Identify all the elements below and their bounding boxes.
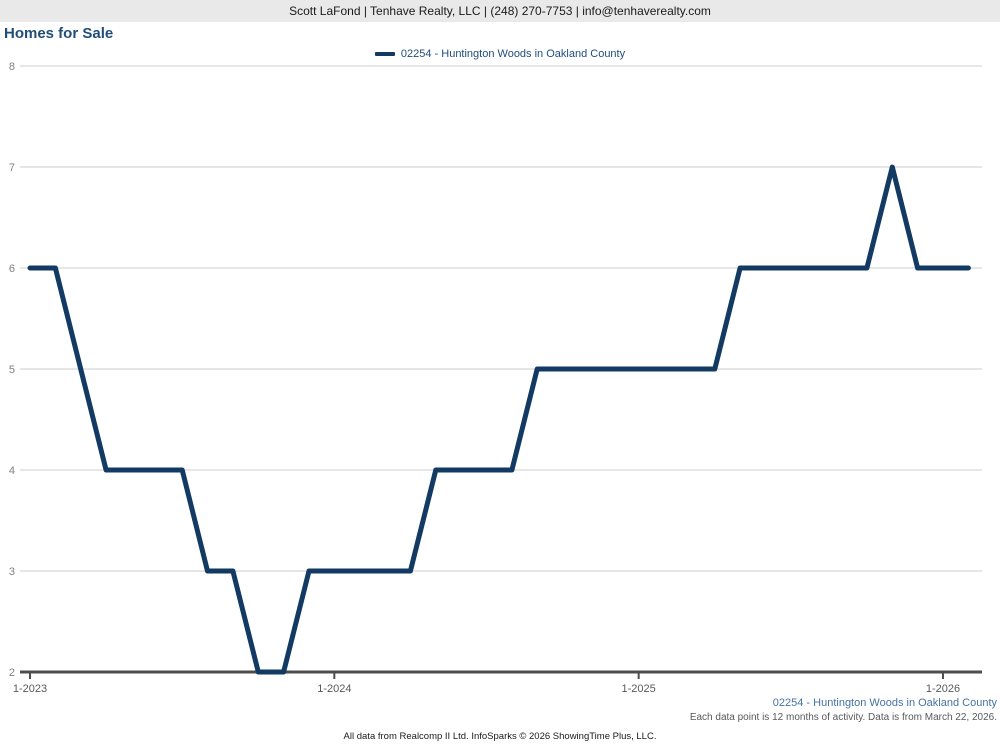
y-axis-label-8: 8	[9, 61, 15, 73]
y-axis-label-6: 6	[9, 263, 15, 275]
legend-line-swatch	[374, 52, 395, 56]
header-contact-bar: Scott LaFond | Tenhave Realty, LLC | (24…	[0, 0, 1000, 22]
y-axis-label-4: 4	[9, 465, 15, 477]
y-axis-label-3: 3	[9, 566, 15, 578]
chart-legend: 02254 - Huntington Woods in Oakland Coun…	[0, 47, 1000, 61]
x-axis-label-1-2023: 1-2023	[13, 683, 47, 695]
y-axis-label-5: 5	[9, 364, 15, 376]
page-title: Homes for Sale	[4, 25, 114, 42]
x-axis-label-1-2026: 1-2026	[926, 683, 960, 695]
data-note: Each data point is 12 months of activity…	[689, 712, 997, 723]
x-axis-label-1-2025: 1-2025	[622, 683, 656, 695]
series-line-0	[27, 164, 971, 675]
y-axis-label-7: 7	[9, 162, 15, 174]
attribution-footer: All data from Realcomp II Ltd. InfoSpark…	[343, 731, 657, 742]
contact-info-text: Scott LaFond | Tenhave Realty, LLC | (24…	[289, 4, 711, 18]
y-axis-label-2: 2	[9, 667, 15, 679]
legend-series-label: 02254 - Huntington Woods in Oakland Coun…	[400, 48, 626, 60]
series-caption: 02254 - Huntington Woods in Oakland Coun…	[772, 697, 997, 709]
x-axis-label-1-2024: 1-2024	[317, 683, 351, 695]
